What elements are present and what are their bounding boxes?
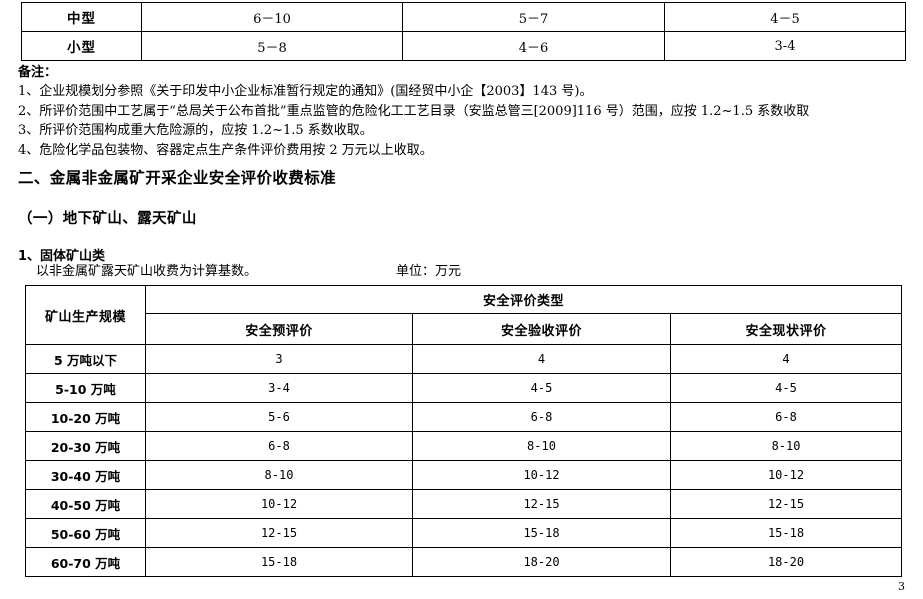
note-line-2: 2、所评价范围中工艺属于“总局关于公布首批”重点监管的危险化工工艺目录（安监总管… bbox=[18, 103, 810, 119]
row-7-accept: 18-20 bbox=[412, 547, 671, 577]
item-heading-1: 1、固体矿山类 bbox=[18, 249, 106, 264]
row-2-current: 6-8 bbox=[669, 402, 903, 432]
row-6-accept: 15-18 bbox=[412, 518, 671, 548]
row-0-accept: 4 bbox=[412, 344, 671, 374]
table-header-row-group: 矿山生产规模 安全评价类型 bbox=[25, 285, 903, 345]
row-7-scale: 60-70 万吨 bbox=[25, 547, 146, 577]
subsection-heading-2-1: （一）地下矿山、露天矿山 bbox=[18, 211, 197, 227]
table-row: 50-60 万吨 12-15 15-18 15-18 bbox=[25, 518, 903, 548]
row-1-pre: 3-4 bbox=[145, 373, 413, 403]
header-current-status-evaluation: 安全现状评价 bbox=[669, 313, 903, 345]
row-4-pre: 8-10 bbox=[145, 460, 413, 490]
top-row-1-scale: 小型 bbox=[21, 31, 142, 61]
row-1-current: 4-5 bbox=[669, 373, 903, 403]
row-0-pre: 3 bbox=[145, 344, 413, 374]
calculation-basis-text: 以非金属矿露天矿山收费为计算基数。 bbox=[36, 264, 258, 279]
top-row-1-value-1: 5－8 bbox=[141, 31, 403, 61]
table-row: 30-40 万吨 8-10 10-12 10-12 bbox=[25, 460, 903, 490]
solid-mine-fee-table: 矿山生产规模 安全评价类型 安全预评价 安全验收评价 安全现状评价 5 万吨以下… bbox=[25, 285, 903, 577]
top-row-0-scale: 中型 bbox=[21, 2, 142, 32]
row-7-current: 18-20 bbox=[669, 547, 903, 577]
row-5-scale: 40-50 万吨 bbox=[25, 489, 146, 519]
row-5-pre: 10-12 bbox=[145, 489, 413, 519]
top-row-1-value-3: 3-4 bbox=[664, 31, 906, 61]
row-3-pre: 6-8 bbox=[145, 431, 413, 461]
table-header-row-sub: 安全预评价 安全验收评价 安全现状评价 bbox=[26, 313, 903, 345]
row-2-pre: 5-6 bbox=[145, 402, 413, 432]
row-4-current: 10-12 bbox=[669, 460, 903, 490]
row-2-accept: 6-8 bbox=[412, 402, 671, 432]
top-row-0-value-1: 6－10 bbox=[141, 2, 403, 32]
table-row: 小型 5－8 4－6 3-4 bbox=[21, 31, 906, 61]
top-row-1-value-2: 4－6 bbox=[402, 31, 665, 61]
table-row: 20-30 万吨 6-8 8-10 8-10 bbox=[25, 431, 903, 461]
row-5-current: 12-15 bbox=[669, 489, 903, 519]
row-1-scale: 5-10 万吨 bbox=[25, 373, 146, 403]
header-acceptance-evaluation: 安全验收评价 bbox=[412, 313, 671, 345]
row-6-scale: 50-60 万吨 bbox=[25, 518, 146, 548]
top-row-0-value-2: 5－7 bbox=[402, 2, 665, 32]
row-2-scale: 10-20 万吨 bbox=[25, 402, 146, 432]
note-line-1: 1、企业规模划分参照《关于印发中小企业标准暂行规定的通知》(国经贸中小企【200… bbox=[18, 84, 593, 99]
row-3-accept: 8-10 bbox=[412, 431, 671, 461]
row-0-current: 4 bbox=[669, 344, 903, 374]
table-row: 40-50 万吨 10-12 12-15 12-15 bbox=[25, 489, 903, 519]
table-caption-row: 以非金属矿露天矿山收费为计算基数。 单位：万元 bbox=[36, 263, 896, 281]
notes-title: 备注： bbox=[18, 65, 58, 80]
row-5-accept: 12-15 bbox=[412, 489, 671, 519]
table-row: 5-10 万吨 3-4 4-5 4-5 bbox=[25, 373, 903, 403]
table-row: 5 万吨以下 3 4 4 bbox=[25, 344, 903, 374]
row-7-pre: 15-18 bbox=[145, 547, 413, 577]
notes-block: 备注： 1、企业规模划分参照《关于印发中小企业标准暂行规定的通知》(国经贸中小企… bbox=[18, 64, 898, 160]
header-mine-production-scale: 矿山生产规模 bbox=[25, 285, 146, 345]
row-6-pre: 12-15 bbox=[145, 518, 413, 548]
row-0-scale: 5 万吨以下 bbox=[25, 344, 146, 374]
table-row: 中型 6－10 5－7 4－5 bbox=[21, 2, 906, 32]
page-number: 3 bbox=[898, 580, 905, 593]
section-heading-2: 二、金属非金属矿开采企业安全评价收费标准 bbox=[18, 169, 337, 187]
unit-label: 单位：万元 bbox=[396, 264, 462, 279]
row-3-scale: 20-30 万吨 bbox=[25, 431, 146, 461]
note-line-4: 4、危险化学品包装物、容器定点生产条件评价费用按 2 万元以上收取。 bbox=[18, 142, 433, 158]
top-row-0-value-3: 4－5 bbox=[664, 2, 906, 32]
header-evaluation-type-group: 安全评价类型 bbox=[144, 285, 903, 314]
row-6-current: 15-18 bbox=[669, 518, 903, 548]
row-1-accept: 4-5 bbox=[412, 373, 671, 403]
header-pre-evaluation: 安全预评价 bbox=[145, 313, 413, 345]
table-row: 60-70 万吨 15-18 18-20 18-20 bbox=[25, 547, 903, 577]
row-4-scale: 30-40 万吨 bbox=[25, 460, 146, 490]
row-4-accept: 10-12 bbox=[412, 460, 671, 490]
enterprise-scale-table-continued: 中型 6－10 5－7 4－5 小型 5－8 4－6 3-4 bbox=[21, 2, 906, 61]
row-3-current: 8-10 bbox=[669, 431, 903, 461]
note-line-3: 3、所评价范围构成重大危险源的，应按 1.2~1.5 系数收取。 bbox=[18, 123, 373, 138]
table-row: 10-20 万吨 5-6 6-8 6-8 bbox=[25, 402, 903, 432]
